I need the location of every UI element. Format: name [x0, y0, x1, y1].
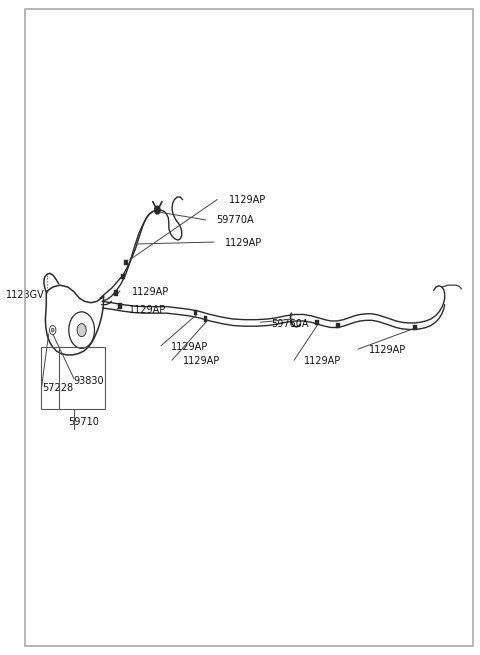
Text: 1129AP: 1129AP — [171, 342, 208, 352]
Text: 1129AP: 1129AP — [182, 356, 220, 366]
Text: 59770A: 59770A — [216, 215, 254, 225]
Bar — [124, 259, 128, 265]
Bar — [193, 310, 197, 315]
Text: 1129AP: 1129AP — [225, 238, 263, 248]
Text: 1129AP: 1129AP — [369, 345, 406, 355]
Circle shape — [155, 206, 160, 214]
Text: 1129AP: 1129AP — [304, 356, 341, 366]
Text: 1129AP: 1129AP — [129, 305, 166, 315]
Text: 1129AP: 1129AP — [132, 287, 169, 297]
Text: 1129AP: 1129AP — [228, 195, 266, 205]
Bar — [315, 320, 319, 325]
Bar — [121, 274, 125, 279]
Text: 1123GV: 1123GV — [6, 290, 45, 300]
Bar — [204, 316, 207, 322]
Circle shape — [51, 328, 54, 332]
Bar — [336, 323, 339, 328]
Bar — [41, 347, 106, 409]
Circle shape — [49, 326, 56, 335]
Circle shape — [77, 324, 86, 337]
Text: 59760A: 59760A — [271, 319, 309, 329]
Bar — [413, 325, 417, 330]
Text: 93830: 93830 — [74, 376, 105, 386]
Text: 59710: 59710 — [68, 417, 99, 427]
Bar — [114, 290, 118, 295]
Text: 57228: 57228 — [43, 383, 74, 392]
Bar — [118, 303, 121, 309]
Circle shape — [69, 312, 95, 348]
